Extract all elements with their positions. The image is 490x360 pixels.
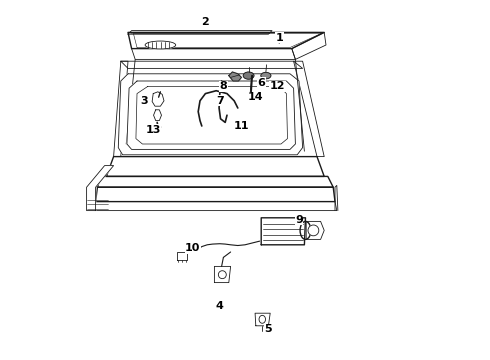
Circle shape (308, 225, 319, 236)
Polygon shape (121, 61, 303, 68)
Text: 7: 7 (216, 96, 223, 106)
Polygon shape (94, 202, 337, 211)
Ellipse shape (259, 315, 266, 323)
Text: 12: 12 (270, 81, 285, 91)
Polygon shape (292, 32, 326, 59)
Text: 3: 3 (141, 96, 148, 106)
Polygon shape (255, 313, 270, 326)
Polygon shape (128, 31, 272, 34)
Polygon shape (114, 61, 128, 157)
Polygon shape (176, 252, 187, 260)
Text: 4: 4 (216, 301, 224, 311)
Text: 6: 6 (257, 78, 265, 88)
Text: 2: 2 (201, 17, 209, 27)
Ellipse shape (145, 41, 176, 49)
Text: 9: 9 (295, 215, 303, 225)
Ellipse shape (300, 221, 311, 239)
Polygon shape (294, 61, 324, 157)
Text: 1: 1 (275, 33, 283, 43)
Text: 14: 14 (248, 92, 264, 102)
Text: 8: 8 (220, 81, 227, 91)
Polygon shape (96, 187, 335, 202)
Polygon shape (153, 110, 162, 121)
Polygon shape (306, 221, 324, 239)
Polygon shape (152, 92, 164, 106)
Polygon shape (215, 266, 231, 283)
Polygon shape (229, 72, 242, 81)
Text: 10: 10 (185, 243, 200, 253)
Polygon shape (128, 32, 324, 49)
Polygon shape (118, 74, 303, 155)
Polygon shape (132, 49, 295, 59)
Text: 13: 13 (146, 125, 161, 135)
Text: 5: 5 (265, 324, 272, 334)
Ellipse shape (261, 72, 271, 79)
Ellipse shape (219, 271, 226, 279)
Text: 11: 11 (234, 121, 249, 131)
Polygon shape (261, 218, 305, 245)
Polygon shape (87, 166, 114, 211)
Polygon shape (98, 176, 333, 187)
Ellipse shape (243, 72, 254, 79)
Polygon shape (127, 81, 295, 149)
Ellipse shape (154, 125, 161, 129)
Polygon shape (106, 157, 324, 176)
